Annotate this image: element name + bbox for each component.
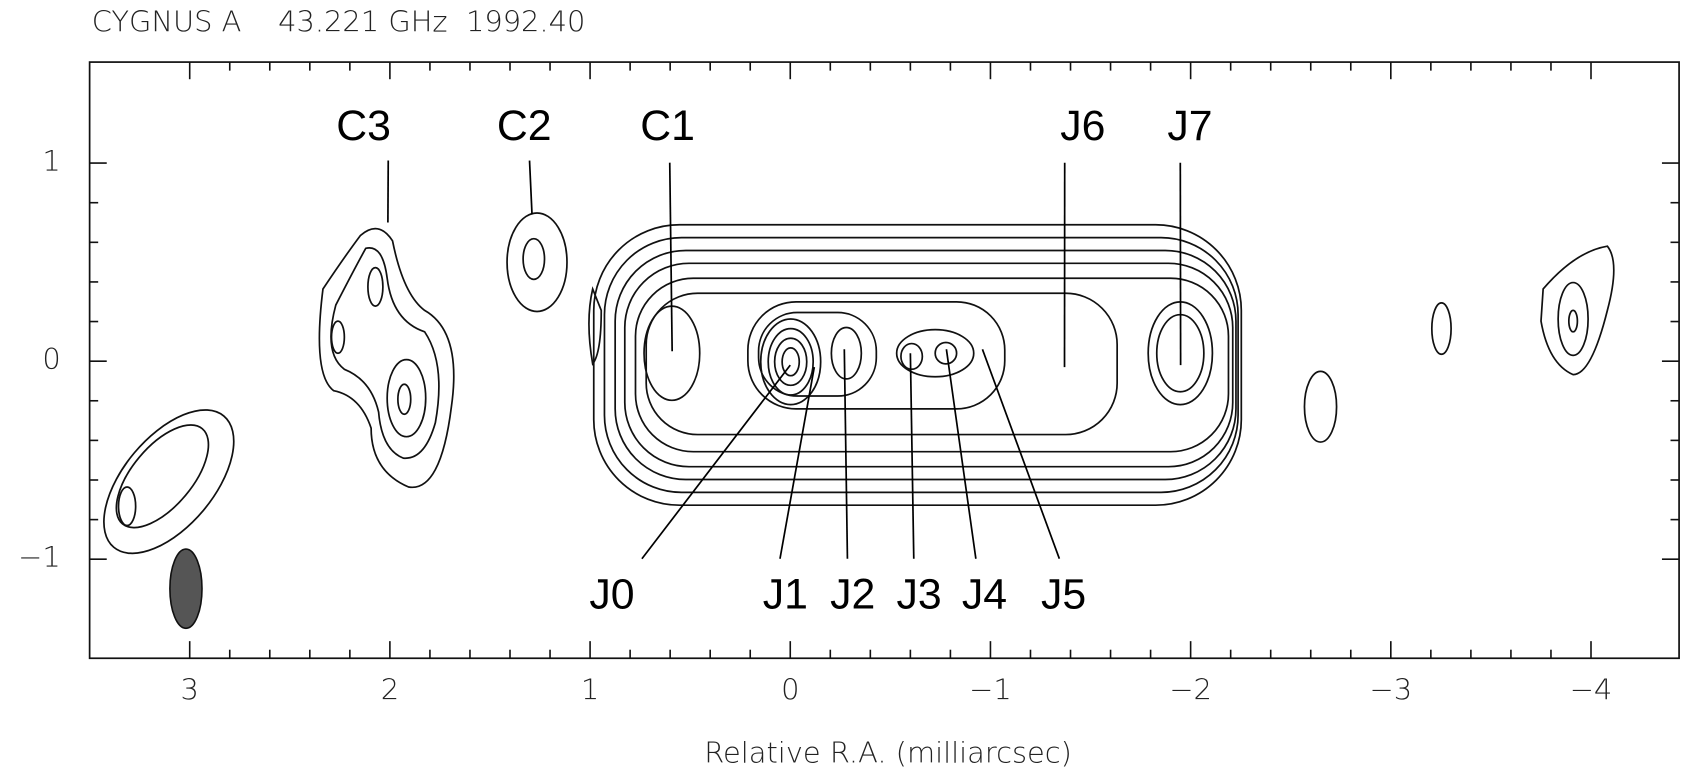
component-label: J5 [1041, 571, 1086, 619]
x-tick-label: 2 [381, 672, 399, 706]
component-label: J7 [1167, 102, 1212, 150]
chart-title: CYGNUS A 43.221 GHz 1992.40 [92, 5, 586, 39]
contours [79, 213, 1613, 628]
component-label: C2 [497, 102, 552, 150]
component-label: J2 [830, 571, 875, 619]
component-label: J3 [897, 571, 942, 619]
x-tick-label: −1 [969, 672, 1012, 706]
component-label: J6 [1060, 102, 1105, 150]
chart: CYGNUS A 43.221 GHz 1992.40 Relative R.A… [0, 0, 1682, 776]
component-label: J4 [962, 571, 1007, 619]
plot-frame [90, 62, 1679, 658]
y-tick-label: 1 [42, 144, 60, 178]
x-tick-label: −4 [1570, 672, 1613, 706]
component-label: C3 [336, 102, 391, 150]
y-tick-label: −1 [18, 540, 61, 574]
x-tick-label: −3 [1370, 672, 1413, 706]
x-tick-label: 0 [781, 672, 799, 706]
x-tick-label: 3 [181, 672, 199, 706]
component-pointer [910, 353, 913, 558]
component-pointer [946, 349, 975, 558]
component-label: C1 [640, 102, 695, 150]
x-axis-label: Relative R.A. (milliarcsec) [704, 736, 1072, 770]
component-label: J1 [763, 571, 808, 619]
component-pointer [530, 161, 532, 215]
y-tick-label: 0 [42, 342, 60, 376]
x-tick-label: 1 [581, 672, 599, 706]
component-pointer [844, 349, 847, 558]
x-tick-label: −2 [1169, 672, 1212, 706]
component-pointer [982, 349, 1059, 558]
beam [170, 549, 202, 628]
component-pointer [670, 163, 672, 352]
component-label: J0 [589, 571, 634, 619]
